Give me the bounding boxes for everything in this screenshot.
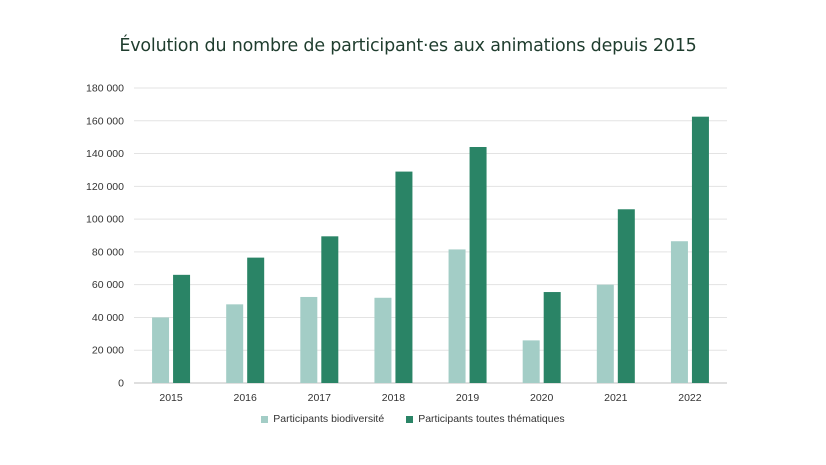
bar-toutes-thematiques-2015 [173, 274, 191, 383]
bar-toutes-thematiques-2017 [321, 236, 339, 383]
bar-biodiversite-2016 [226, 304, 244, 383]
y-tick-label: 180 000 [86, 83, 124, 95]
bar-biodiversite-2017 [300, 296, 318, 383]
legend-item-biodiversite: Participants biodiversité [261, 413, 384, 425]
legend-swatch-biodiversite [261, 415, 269, 423]
bar-toutes-thematiques-2016 [247, 257, 265, 383]
bar-toutes-thematiques-2022 [691, 116, 709, 384]
legend-label-toutes-thematiques: Participants toutes thématiques [418, 413, 565, 425]
bar-biodiversite-2020 [522, 340, 540, 383]
bar-biodiversite-2019 [448, 249, 466, 383]
bar-toutes-thematiques-2021 [617, 209, 635, 383]
x-tick-label: 2016 [234, 392, 258, 404]
legend: Participants biodiversité Participants t… [0, 413, 826, 425]
bar-biodiversite-2022 [670, 241, 688, 383]
y-tick-label: 160 000 [86, 115, 124, 127]
bar-toutes-thematiques-2020 [543, 292, 561, 383]
x-tick-label: 2021 [604, 392, 628, 404]
y-tick-label: 100 000 [86, 214, 124, 226]
x-tick-label: 2015 [159, 392, 183, 404]
bar-toutes-thematiques-2018 [395, 171, 413, 383]
y-tick-label: 60 000 [92, 279, 124, 291]
legend-item-toutes-thematiques: Participants toutes thématiques [406, 413, 565, 425]
bar-biodiversite-2018 [374, 297, 392, 383]
legend-swatch-toutes-thematiques [406, 415, 414, 423]
bar-biodiversite-2021 [596, 284, 614, 383]
x-tick-label: 2022 [678, 392, 702, 404]
x-tick-label: 2019 [456, 392, 480, 404]
x-tick-label: 2017 [308, 392, 332, 404]
x-tick-label: 2018 [382, 392, 406, 404]
chart-title: Évolution du nombre de participant·es au… [119, 36, 697, 56]
y-tick-label: 140 000 [86, 148, 124, 160]
y-tick-label: 120 000 [86, 181, 124, 193]
y-tick-label: 0 [118, 378, 124, 390]
y-tick-label: 80 000 [92, 246, 124, 258]
bar-toutes-thematiques-2019 [469, 147, 487, 383]
x-tick-label: 2020 [530, 392, 554, 404]
y-tick-label: 40 000 [92, 312, 124, 324]
legend-label-biodiversite: Participants biodiversité [273, 413, 385, 425]
y-tick-label: 20 000 [92, 345, 124, 357]
bar-biodiversite-2015 [152, 317, 170, 383]
